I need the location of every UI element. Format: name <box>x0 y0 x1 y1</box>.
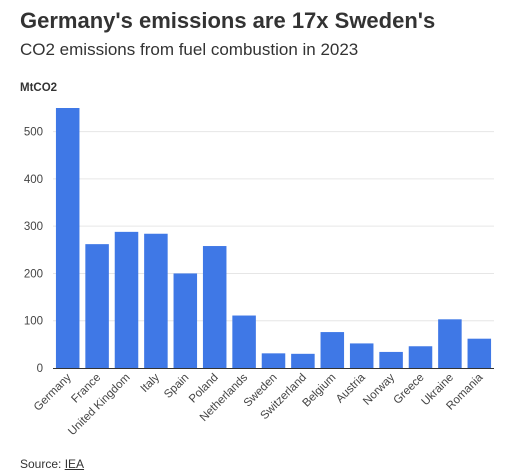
bar-sweden <box>261 353 286 368</box>
y-axis-unit-label: MtCO2 <box>20 82 58 94</box>
bar-netherlands <box>232 315 256 368</box>
y-tick-label-100: 100 <box>24 316 43 328</box>
source-prefix: Source: <box>20 457 65 471</box>
bar-germany <box>55 108 80 368</box>
bar-belgium <box>320 332 345 368</box>
bars <box>55 108 492 368</box>
bar-spain <box>173 273 198 368</box>
bar-united-kingdom <box>114 231 139 368</box>
bar-ukraine <box>438 319 462 368</box>
x-tick-label-germany: Germany <box>32 371 74 413</box>
chart-subtitle: CO2 emissions from fuel combustion in 20… <box>20 40 359 59</box>
bar-greece <box>408 346 433 368</box>
bar-poland <box>202 246 227 368</box>
bar-norway <box>379 351 403 368</box>
x-tick-label-italy: Italy <box>139 371 163 395</box>
source-link[interactable]: IEA <box>64 457 85 471</box>
y-tick-label-200: 200 <box>24 268 43 280</box>
bar-italy <box>144 233 168 368</box>
bar-switzerland <box>291 353 315 368</box>
bar-austria <box>349 343 374 368</box>
y-tick-label-500: 500 <box>24 127 43 139</box>
y-tick-label-300: 300 <box>24 221 43 233</box>
source-note: Source: IEA <box>20 457 84 471</box>
bar-france <box>85 244 109 368</box>
y-tick-label-400: 400 <box>24 174 43 186</box>
x-tick-label-norway: Norway <box>361 371 397 407</box>
y-tick-label-0: 0 <box>37 363 43 375</box>
bar-romania <box>467 338 492 368</box>
chart-title: Germany's emissions are 17x Sweden's <box>20 8 436 33</box>
x-tick-label-belgium: Belgium <box>301 372 339 410</box>
